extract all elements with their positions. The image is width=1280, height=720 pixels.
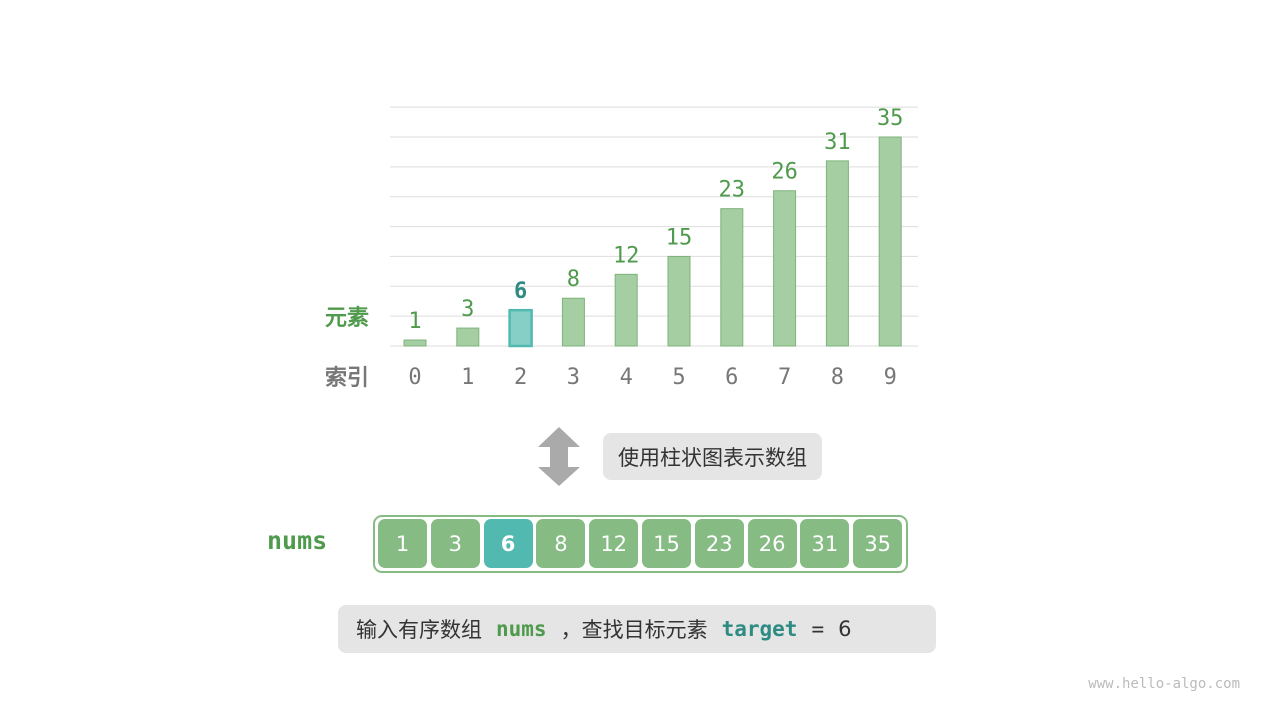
array-cell: 6 [483,519,533,568]
data-label: 6 [514,279,527,304]
tick-label: 8 [831,365,844,390]
bar [720,208,744,347]
caption-eq: = [811,617,825,641]
bar [456,327,480,347]
array-cell: 1 [378,519,427,568]
x-axis-label: 索引 [325,366,370,391]
double-arrow-icon [538,427,580,486]
bar [614,273,638,347]
tick-label: 3 [567,365,580,390]
array-name: nums [267,526,328,555]
caption-prefix: 输入有序数组 [356,618,482,642]
array-cell: 31 [800,519,850,568]
caption-nums: nums [496,617,547,641]
data-label: 1 [408,309,421,334]
tick-label: 2 [514,365,527,390]
bar [773,190,797,347]
data-label: 26 [771,160,798,185]
array-cell: 3 [430,519,480,568]
watermark: www.hello-algo.com [1088,676,1240,692]
tick-label: 1 [461,365,474,390]
data-label: 23 [719,178,746,203]
array-cell: 8 [536,519,586,568]
caption-target: target [721,617,798,641]
array-cell: 23 [694,519,744,568]
arrow-caption: 使用柱状图表示数组 [603,433,822,480]
tick-label: 9 [884,365,897,390]
data-label: 12 [613,243,640,268]
tick-label: 4 [620,365,633,390]
array-container [373,515,908,573]
bar [825,160,849,347]
tick-label: 0 [408,365,421,390]
tick-label: 6 [725,365,738,390]
tick-label: 7 [778,365,791,390]
data-label: 35 [877,106,904,131]
bar [667,255,691,347]
tick-label: 5 [672,365,685,390]
array-cell: 35 [853,519,903,568]
bar [508,308,533,348]
array-cell: 26 [747,519,797,568]
caption-middle: ，查找目标元素 [560,618,708,642]
data-label: 8 [567,267,580,292]
bar [561,297,585,347]
data-label: 15 [666,225,693,250]
array-cell: 15 [642,519,691,568]
data-label: 3 [461,297,474,322]
caption-box: 输入有序数组 nums ，查找目标元素 target = 6 [338,605,936,653]
data-label: 31 [824,130,851,155]
y-axis-label: 元素 [325,306,370,331]
bar [878,136,902,347]
bar [403,339,427,347]
caption-value: 6 [838,617,852,641]
array-cell: 12 [589,519,639,568]
